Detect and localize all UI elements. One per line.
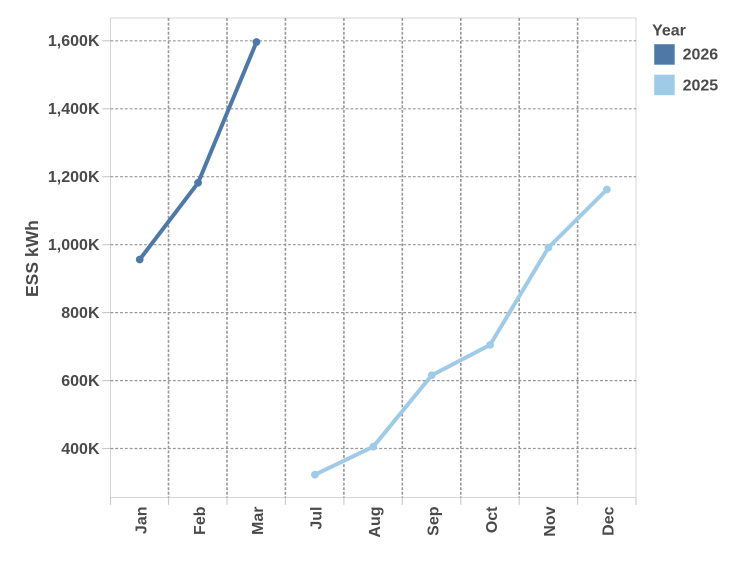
svg-text:Year: Year <box>652 23 686 40</box>
svg-text:1,400K: 1,400K <box>48 101 100 118</box>
svg-text:1,600K: 1,600K <box>48 33 100 50</box>
svg-text:2026: 2026 <box>683 47 719 64</box>
svg-text:Jul: Jul <box>309 507 326 530</box>
svg-text:400K: 400K <box>61 441 100 458</box>
svg-text:800K: 800K <box>61 305 100 322</box>
svg-text:Feb: Feb <box>192 506 209 535</box>
svg-text:Oct: Oct <box>484 506 501 533</box>
svg-text:600K: 600K <box>61 373 100 390</box>
svg-text:Sep: Sep <box>425 506 442 536</box>
svg-text:Dec: Dec <box>601 506 618 535</box>
svg-text:Jan: Jan <box>133 507 150 535</box>
svg-text:Mar: Mar <box>250 507 267 535</box>
svg-text:1,200K: 1,200K <box>48 169 100 186</box>
svg-text:ESS kWh: ESS kWh <box>22 220 42 297</box>
svg-text:2025: 2025 <box>683 77 719 94</box>
svg-text:Nov: Nov <box>542 506 559 536</box>
svg-text:Aug: Aug <box>367 507 384 538</box>
svg-text:1,000K: 1,000K <box>48 237 100 254</box>
